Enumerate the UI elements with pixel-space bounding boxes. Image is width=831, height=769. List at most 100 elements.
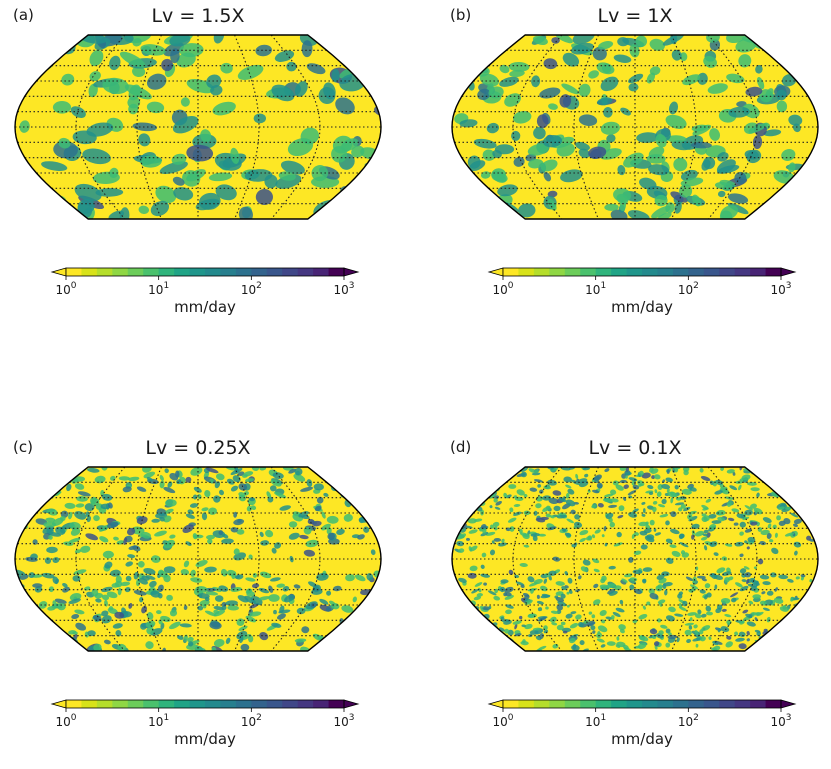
precip-cell bbox=[601, 534, 605, 538]
colorbar-bin bbox=[328, 268, 345, 276]
precip-cell bbox=[364, 620, 374, 629]
precip-cell bbox=[570, 611, 577, 615]
precip-cell bbox=[542, 495, 552, 501]
colorbar-bin bbox=[580, 268, 597, 276]
precip-cell bbox=[321, 523, 331, 531]
precip-cell bbox=[127, 554, 136, 559]
colorbar-bin bbox=[112, 268, 129, 276]
colorbar-bin bbox=[595, 268, 612, 276]
precip-cell bbox=[776, 100, 788, 113]
precip-cell bbox=[200, 129, 212, 143]
precip-cell bbox=[172, 115, 199, 134]
precip-cell bbox=[789, 631, 797, 638]
precip-cell bbox=[42, 627, 47, 633]
precip-cell bbox=[782, 52, 802, 66]
precip-cell bbox=[481, 524, 487, 529]
precip-cell bbox=[125, 561, 133, 567]
colorbar-bin bbox=[765, 268, 782, 276]
precip-cell bbox=[600, 644, 606, 648]
precip-cell bbox=[452, 183, 462, 194]
precip-cell bbox=[452, 624, 460, 629]
precip-cell bbox=[466, 644, 471, 649]
precip-cell bbox=[207, 538, 213, 545]
precip-cell bbox=[478, 646, 483, 650]
precip-cell bbox=[669, 528, 680, 535]
precip-cell bbox=[809, 578, 813, 583]
precip-cell bbox=[556, 513, 563, 517]
precip-cell bbox=[536, 594, 540, 599]
precip-cell bbox=[746, 578, 750, 585]
precip-cell bbox=[293, 473, 306, 482]
precip-cell bbox=[469, 565, 478, 572]
precip-cell bbox=[222, 533, 229, 539]
longitude-gridline bbox=[234, 466, 260, 652]
precip-cell bbox=[656, 491, 662, 497]
precip-cell bbox=[77, 198, 95, 214]
precip-cell bbox=[646, 601, 651, 606]
precip-cell bbox=[456, 519, 466, 524]
precip-cell bbox=[146, 626, 155, 635]
precip-cell bbox=[665, 114, 687, 129]
precip-cell bbox=[168, 621, 181, 630]
precip-cell bbox=[696, 575, 706, 579]
precip-cell bbox=[642, 578, 647, 583]
precip-cell bbox=[204, 610, 217, 617]
precip-cell bbox=[614, 585, 622, 591]
precip-cell bbox=[592, 630, 596, 634]
precip-cell bbox=[462, 629, 468, 634]
precip-cell bbox=[579, 537, 587, 543]
precip-cell bbox=[74, 183, 102, 202]
precip-cell bbox=[161, 58, 174, 72]
precip-cell bbox=[17, 202, 29, 214]
precip-cell bbox=[42, 198, 64, 213]
precip-cell bbox=[238, 494, 247, 502]
precip-cell bbox=[270, 479, 282, 487]
precip-cell bbox=[473, 646, 479, 651]
precip-cell bbox=[343, 470, 353, 477]
precip-cell bbox=[54, 598, 67, 604]
precip-cell bbox=[251, 467, 260, 471]
colorbar-tick-label: 101 bbox=[585, 281, 606, 297]
precip-cell bbox=[758, 641, 768, 646]
colorbar-label: mm/day bbox=[611, 298, 673, 316]
precip-cell bbox=[535, 503, 542, 509]
panel-label: (a) bbox=[13, 6, 34, 24]
map-outline bbox=[451, 466, 819, 652]
precip-cell bbox=[596, 638, 605, 643]
precip-cell bbox=[640, 544, 648, 550]
precip-cell bbox=[746, 638, 750, 642]
precip-cell bbox=[632, 508, 639, 513]
precip-cell bbox=[569, 623, 579, 629]
colorbar-bin bbox=[158, 700, 175, 708]
precip-cell bbox=[733, 522, 739, 526]
precip-cell bbox=[276, 613, 287, 620]
colorbar-tick-label: 103 bbox=[770, 281, 791, 297]
precip-cell bbox=[71, 614, 80, 619]
precip-cell bbox=[547, 479, 557, 486]
precip-cell bbox=[724, 543, 733, 547]
map-panel-d: (d) Lv = 0.1X 100 101 102 103 mm/day bbox=[450, 437, 819, 748]
precip-cell bbox=[490, 524, 494, 529]
precip-cell bbox=[493, 537, 502, 542]
precip-cell bbox=[141, 575, 150, 581]
precip-cell bbox=[709, 128, 721, 141]
precip-cell bbox=[800, 619, 804, 624]
precip-cell bbox=[125, 575, 132, 582]
precip-cell bbox=[475, 194, 496, 207]
precip-cell bbox=[351, 145, 365, 158]
colorbar-bin bbox=[81, 700, 98, 708]
precip-cell bbox=[100, 489, 105, 497]
precip-cell bbox=[458, 548, 465, 553]
precip-cell bbox=[638, 521, 648, 527]
precip-cell bbox=[237, 64, 264, 80]
precip-cell bbox=[766, 590, 774, 596]
precip-cell bbox=[562, 528, 567, 532]
precip-cell bbox=[476, 593, 483, 597]
precip-cell bbox=[234, 574, 241, 579]
precip-cell bbox=[341, 605, 354, 613]
precip-cell bbox=[779, 606, 789, 612]
precip-cell bbox=[701, 613, 707, 618]
precip-cell bbox=[183, 634, 188, 641]
precip-cell bbox=[279, 505, 291, 511]
precip-cell bbox=[518, 528, 523, 534]
